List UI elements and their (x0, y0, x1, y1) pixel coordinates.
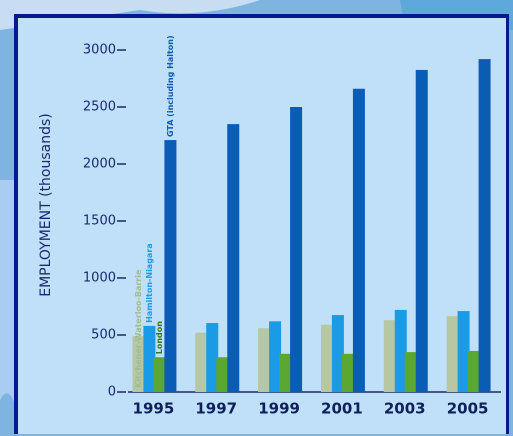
bar (394, 309, 407, 392)
x-tick-label: 1995 (133, 400, 175, 418)
bar (290, 107, 303, 392)
y-tick-label: 2000 (83, 157, 116, 172)
bar (331, 315, 344, 392)
bar (467, 350, 480, 392)
y-tick-label: 3000 (83, 43, 116, 58)
bar (216, 357, 229, 392)
bar (143, 325, 156, 392)
y-tick-label: 2500 (83, 100, 116, 115)
bar (279, 353, 292, 392)
map-shape (0, 0, 260, 30)
bar (352, 88, 365, 392)
series-label: Hamilton-Niagara (145, 243, 154, 323)
series-label: GTA (including Halton) (166, 35, 175, 137)
y-tick-label: 1000 (83, 271, 116, 286)
bar (415, 69, 428, 392)
x-tick-label: 2003 (384, 400, 426, 418)
bar (478, 59, 491, 393)
y-axis-title: EMPLOYMENT (thousands) (38, 113, 54, 297)
bar (153, 357, 166, 392)
bar (383, 320, 396, 392)
bar (269, 321, 282, 392)
bar (320, 324, 333, 392)
x-tick-label: 1999 (258, 400, 300, 418)
bar (446, 316, 459, 392)
y-tick-label: 1500 (83, 214, 116, 229)
bar (457, 311, 470, 392)
y-tick-label: 500 (91, 328, 116, 343)
bar (164, 140, 177, 392)
bar (341, 353, 354, 392)
series-label: Kitchener-Waterloo-Barrie (134, 269, 143, 388)
bar (132, 336, 145, 392)
bar (404, 352, 417, 392)
x-tick-label: 2005 (447, 400, 489, 418)
x-tick-label: 1997 (195, 400, 237, 418)
bar (195, 332, 208, 392)
series-label: London (155, 321, 164, 355)
bar (258, 328, 271, 392)
x-tick-label: 2001 (321, 400, 363, 418)
bar (206, 323, 219, 392)
y-tick-label: 0 (108, 385, 116, 400)
bar (227, 124, 240, 392)
